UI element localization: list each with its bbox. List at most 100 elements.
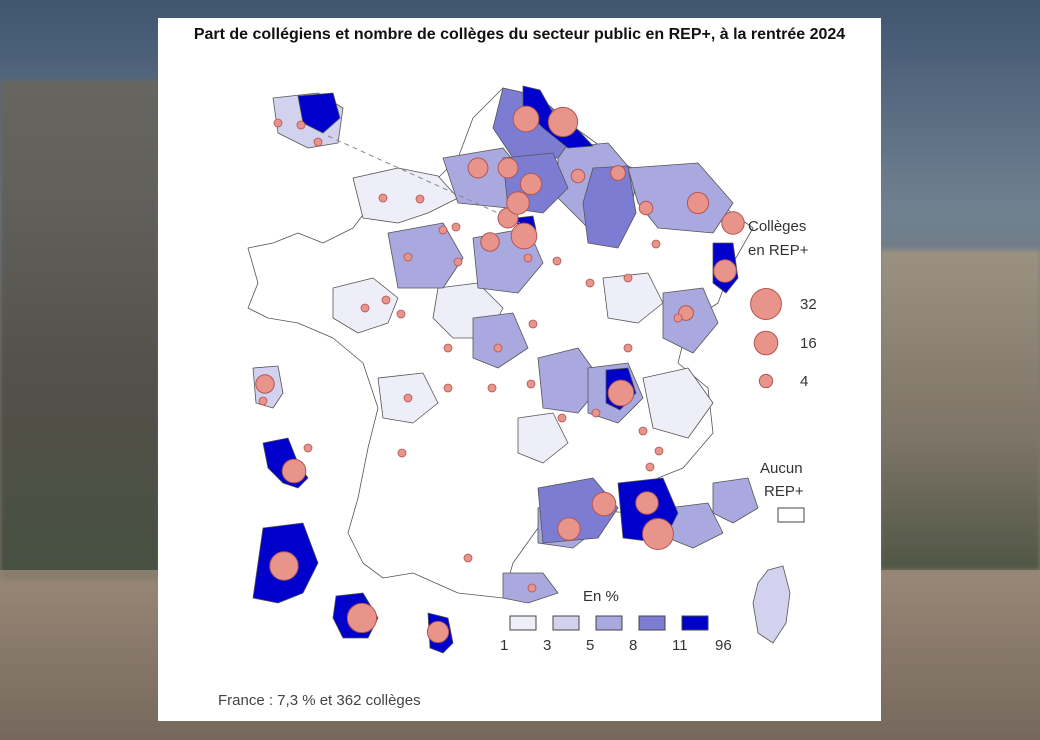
circle-nord [512, 105, 540, 133]
circle-small-20 [443, 383, 453, 393]
circle-small-7 [523, 253, 533, 263]
circles-layer [255, 105, 745, 644]
circle-small-21 [487, 383, 497, 393]
circle-ardennes [570, 168, 586, 184]
circle-small-17 [396, 309, 406, 319]
legend-color-break-1: 3 [543, 637, 551, 654]
circle-bas-rhin [721, 211, 745, 235]
circle-small-12 [673, 313, 683, 323]
circle-essonne [480, 232, 500, 252]
circle-small-27 [645, 462, 655, 472]
legend-circle-32 [750, 288, 782, 320]
region-inset-dark [297, 92, 341, 134]
circle-martinique [255, 374, 275, 394]
legend-color-swatch-2 [595, 615, 623, 631]
legend-color: En % 1 3 5 8 11 96 [500, 588, 732, 654]
legend-circles-title2: en REP+ [748, 242, 809, 259]
circle-small-2 [438, 225, 448, 235]
legend-color-break-5: 96 [715, 637, 732, 654]
region-centre-south [472, 312, 529, 369]
circle-aisne [519, 172, 543, 196]
circle-small-25 [638, 426, 648, 436]
circle-bouches-du-rhone [642, 518, 674, 550]
legend-color-swatch-4 [681, 615, 709, 631]
circle-haut-rhin [713, 259, 737, 283]
circle-small-19 [403, 393, 413, 403]
legend-circles-title1: Collèges [748, 218, 806, 235]
background-photo-left [0, 80, 160, 580]
circle-small-11 [651, 239, 661, 249]
circle-small-8 [552, 256, 562, 266]
circle-small-34 [313, 137, 323, 147]
circle-doubs [678, 305, 694, 321]
circle-somme [497, 157, 519, 179]
footnote: France : 7,3 % et 362 collèges [218, 692, 421, 709]
circle-small-9 [585, 278, 595, 288]
inset-connector [327, 135, 521, 224]
legend-none-line1: Aucun [760, 460, 803, 477]
circle-moselle [686, 191, 710, 215]
region-lorraine [627, 162, 734, 234]
legend-circle-16 [753, 330, 779, 356]
circle-small-18 [360, 303, 370, 313]
legend-circle-label-4: 4 [800, 373, 808, 390]
legend-color-swatch-0 [509, 615, 537, 631]
circle-small-32 [258, 396, 268, 406]
circle-small-31 [303, 443, 313, 453]
circle-small-0 [378, 193, 388, 203]
circle-small-22 [526, 379, 536, 389]
circle-small-24 [591, 408, 601, 418]
circle-guyane [269, 551, 299, 581]
circle-small-1 [415, 194, 425, 204]
region-alpes-maritimes [712, 477, 759, 524]
map-title: Part de collégiens et nombre de collèges… [193, 26, 846, 43]
legend-color-swatch-1 [552, 615, 580, 631]
circle-val-d-oise [506, 191, 530, 215]
region-franche-comte [662, 287, 719, 354]
legend-circles: Collèges en REP+ 32 16 4 [748, 218, 817, 390]
circle-small-29 [463, 553, 473, 563]
circle-gard [591, 491, 617, 517]
region-corse [752, 565, 791, 644]
circle-small-14 [528, 319, 538, 329]
circle-small-23 [557, 413, 567, 423]
circle-small-10 [623, 273, 633, 283]
circle-small-30 [527, 583, 537, 593]
circle-meurthe-et-moselle [638, 200, 654, 216]
legend-none-line2: REP+ [764, 483, 804, 500]
region-bourgogne-light [602, 272, 664, 324]
legend-color-break-3: 8 [629, 637, 637, 654]
legend-color-break-2: 5 [586, 637, 594, 654]
legend-none-swatch [777, 507, 805, 523]
circle-small-15 [493, 343, 503, 353]
circle-small-16 [443, 343, 453, 353]
circle-marne [610, 165, 626, 181]
circle-small-4 [403, 252, 413, 262]
circle-rhone [607, 379, 635, 407]
legend-circle-label-16: 16 [800, 335, 817, 352]
circle-nord-lille [547, 106, 579, 138]
circle-small-13 [623, 343, 633, 353]
circle-small-26 [654, 446, 664, 456]
circle-pas-de-calais [467, 157, 489, 179]
circle-var [635, 491, 659, 515]
region-pays-de-loire [387, 222, 464, 289]
legend-color-swatch-3 [638, 615, 666, 631]
legend-circle-label-32: 32 [800, 296, 817, 313]
circle-herault [557, 517, 581, 541]
region-normandie-light [352, 167, 459, 224]
circle-small-5 [381, 295, 391, 305]
map-figure: Collèges en REP+ 32 16 4 Aucun REP+ En % 1… [247, 85, 817, 654]
circle-guadeloupe [281, 458, 307, 484]
legend-circle-4 [758, 373, 774, 389]
background-photo-right [880, 250, 1040, 570]
region-savoie-light [642, 367, 714, 439]
circle-small-3 [451, 222, 461, 232]
legend-color-break-0: 1 [500, 637, 508, 654]
legend-none: Aucun REP+ [760, 460, 805, 523]
circle-small-35 [296, 120, 306, 130]
map-card: Part de collégiens et nombre de collèges… [158, 18, 881, 721]
circle-small-6 [453, 257, 463, 267]
legend-color-break-4: 11 [672, 637, 688, 654]
circle-small-33 [273, 118, 283, 128]
